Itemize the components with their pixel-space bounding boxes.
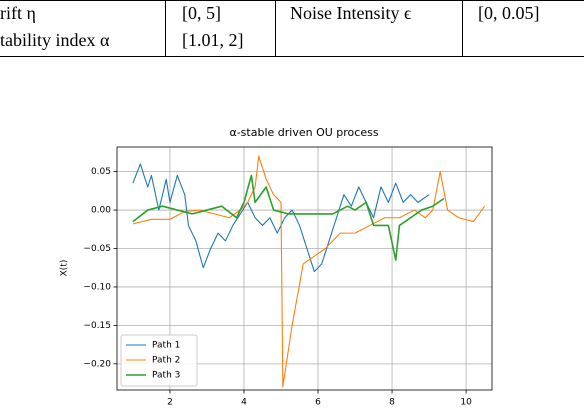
table xyxy=(0,0,584,57)
x-tick-label: 10 xyxy=(460,398,472,408)
y-tick-label: −0.05 xyxy=(83,244,111,254)
table-cell: [0, 0.05] xyxy=(478,3,540,23)
y-tick-label: −0.20 xyxy=(83,359,111,369)
series-line xyxy=(132,163,430,273)
series-line xyxy=(132,155,486,388)
x-tick-label: 4 xyxy=(241,398,247,408)
y-tick-label: 0.00 xyxy=(91,206,111,216)
series-line xyxy=(132,174,445,261)
table-cell: rift η xyxy=(0,3,36,23)
plot-frame xyxy=(116,146,493,391)
legend-label: Path 1 xyxy=(152,341,180,351)
table-cell: tability index α xyxy=(0,30,110,50)
legend-label: Path 3 xyxy=(152,371,180,381)
legend-box xyxy=(120,334,198,387)
y-tick-label: −0.10 xyxy=(83,282,111,292)
y-tick-label: −0.15 xyxy=(83,321,111,331)
table-cell: [1.01, 2] xyxy=(182,30,244,50)
x-tick-label: 8 xyxy=(389,398,395,408)
legend-label: Path 2 xyxy=(152,356,180,366)
x-tick-label: 6 xyxy=(315,398,321,408)
chart-title: α-stable driven OU process xyxy=(229,126,378,139)
table-cell: [0, 5] xyxy=(182,3,221,23)
x-tick-label: 2 xyxy=(167,398,173,408)
y-tick-label: 0.05 xyxy=(91,167,111,177)
y-axis-label: X(t) xyxy=(60,260,70,277)
table-cell: Noise Intensity ϵ xyxy=(290,3,411,23)
